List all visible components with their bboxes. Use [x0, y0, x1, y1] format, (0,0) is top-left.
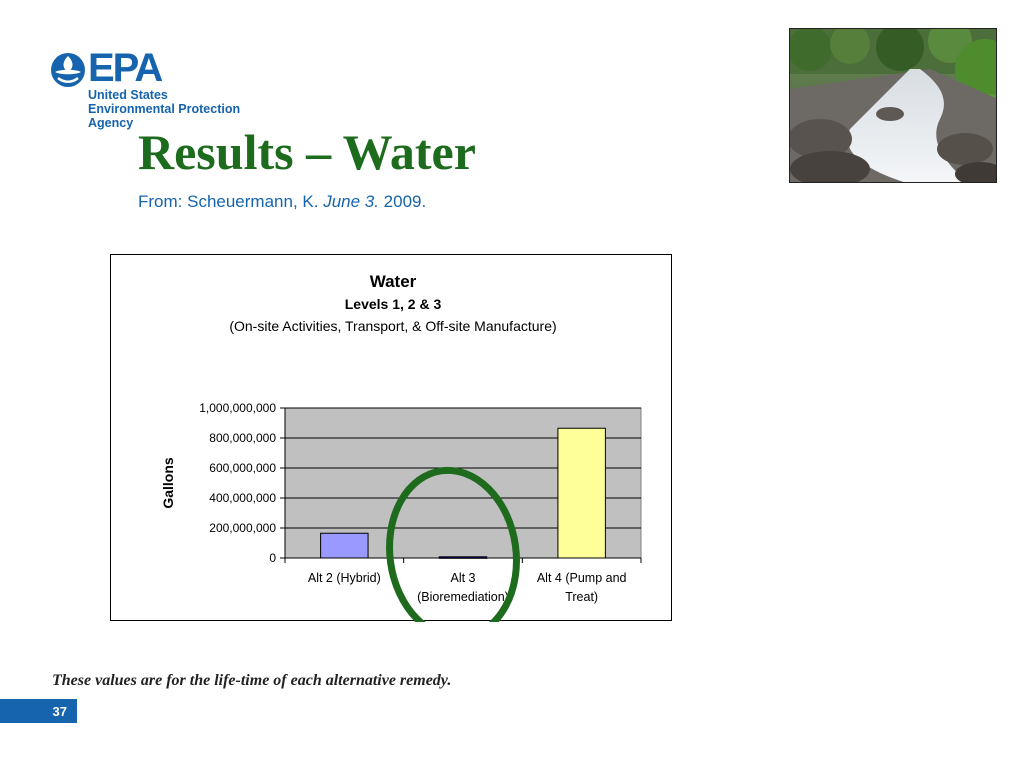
logo-agency-line: Agency [88, 116, 134, 130]
epa-flower-icon [51, 53, 85, 87]
source-prefix: From: Scheuermann, K. [138, 192, 324, 211]
y-tick-label: 1,000,000,000 [199, 401, 276, 415]
x-tick-label: Treat) [565, 590, 598, 604]
x-tick-label: Alt 2 (Hybrid) [308, 571, 381, 585]
river-image [790, 29, 996, 182]
source-date: June 3. [323, 192, 379, 211]
water-chart: Water Levels 1, 2 & 3 (On-site Activitie… [110, 254, 672, 622]
bar [557, 427, 606, 559]
logo-agency-line: United States [88, 88, 168, 102]
chart-subtitle: Levels 1, 2 & 3 [345, 296, 442, 312]
y-tick-label: 0 [269, 551, 276, 565]
chart-svg: Water Levels 1, 2 & 3 (On-site Activitie… [160, 272, 642, 622]
footnote: These values are for the life-time of ea… [52, 672, 452, 689]
river-photo [789, 28, 997, 183]
chart-subtitle-detail: (On-site Activities, Transport, & Off-si… [229, 318, 556, 334]
epa-logo: EPA United States Environmental Protecti… [50, 46, 250, 130]
bar [438, 556, 488, 559]
logo-agency-line: Environmental Protection [88, 102, 241, 116]
slide-title: Results – Water [138, 124, 476, 180]
source-citation: From: Scheuermann, K. June 3. 2009. [138, 192, 426, 212]
bar [320, 532, 369, 559]
logo-wordmark: EPA [88, 46, 163, 90]
y-tick-label: 600,000,000 [209, 461, 276, 475]
source-year: 2009. [378, 192, 427, 211]
logo-agency-name: United States Environmental Protection A… [88, 88, 240, 130]
x-tick-label: Alt 3 [450, 571, 475, 585]
chart-title: Water [370, 272, 417, 291]
x-tick-label: (Bioremediation) [417, 590, 509, 604]
y-tick-label: 800,000,000 [209, 431, 276, 445]
y-axis-label: Gallons [160, 457, 176, 509]
y-tick-label: 400,000,000 [209, 491, 276, 505]
y-tick-label: 200,000,000 [209, 521, 276, 535]
page-number: 37 [0, 699, 77, 723]
x-tick-label: Alt 4 (Pump and [537, 571, 627, 585]
highlight-circle [386, 466, 520, 622]
